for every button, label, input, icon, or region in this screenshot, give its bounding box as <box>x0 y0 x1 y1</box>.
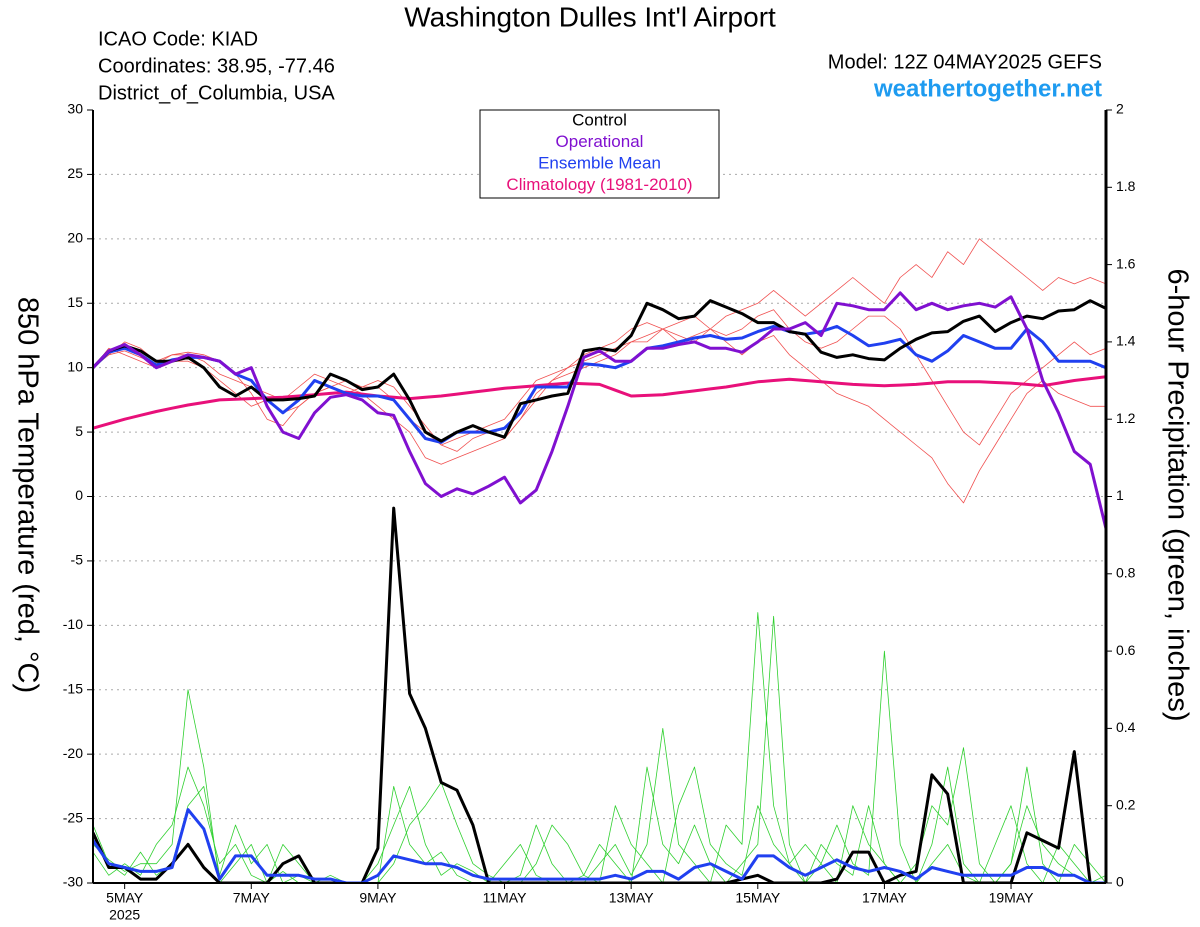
y2-tick-label: 1.8 <box>1116 178 1136 194</box>
legend-entry: Control <box>572 110 627 129</box>
series-line <box>93 291 1106 530</box>
legend-entry: Ensemble Mean <box>538 153 661 172</box>
y-tick-label: 30 <box>67 101 83 117</box>
y2-tick-label: 1.4 <box>1116 333 1136 349</box>
y-tick-label: 0 <box>75 487 83 503</box>
series-line <box>93 375 1106 430</box>
chart-title: Washington Dulles Int'l Airport <box>404 1 776 32</box>
y-tick-label: 15 <box>67 294 83 310</box>
y-tick-label: 10 <box>67 358 83 374</box>
x-year-label: 2025 <box>109 907 140 923</box>
y2-tick-label: 1.2 <box>1116 410 1136 426</box>
legend-entry: Climatology (1981-2010) <box>506 175 692 194</box>
legend-entry: Operational <box>556 132 644 151</box>
x-tick-label: 17MAY <box>862 890 908 906</box>
x-tick-label: 5MAY <box>106 890 144 906</box>
legend-box <box>479 109 720 199</box>
member-line <box>93 309 1106 446</box>
y-tick-label: -25 <box>63 809 83 825</box>
y2-tick-label: 0.2 <box>1116 796 1136 812</box>
y2-tick-label: 0 <box>1116 874 1124 890</box>
y2-tick-label: 1 <box>1116 487 1124 503</box>
y-tick-label: -15 <box>63 680 83 696</box>
precip-line <box>93 808 1106 883</box>
x-tick-label: 15MAY <box>735 890 781 906</box>
x-tick-label: 11MAY <box>483 890 527 906</box>
x-tick-label: 9MAY <box>359 890 397 906</box>
x-tick-label: 13MAY <box>609 890 655 906</box>
series-group <box>93 238 1106 883</box>
y2-tick-label: 1.6 <box>1116 255 1136 271</box>
y-tick-label: -5 <box>71 552 84 568</box>
member-line <box>93 612 1106 883</box>
source-label: weathertogether.net <box>873 75 1102 102</box>
info-line: Coordinates: 38.95, -77.46 <box>98 55 335 77</box>
y2-tick-label: 0.8 <box>1116 565 1136 581</box>
member-line <box>93 328 1106 504</box>
y-tick-label: -10 <box>63 616 83 632</box>
y-axis-label: 850 hPa Temperature (red, °C) <box>11 297 43 693</box>
y2-tick-label: 0.4 <box>1116 719 1136 735</box>
info-line: District_of_Columbia, USA <box>98 82 335 104</box>
member-line <box>93 615 1106 883</box>
y-tick-label: -30 <box>63 874 83 890</box>
member-line <box>93 747 1106 883</box>
y-tick-label: 20 <box>67 230 83 246</box>
model-label: Model: 12Z 04MAY2025 GEFS <box>828 51 1102 73</box>
y2-tick-label: 0.6 <box>1116 642 1136 658</box>
x-tick-label: 7MAY <box>233 890 271 906</box>
y-tick-label: -20 <box>63 745 83 761</box>
x-tick-label: 19MAY <box>989 890 1035 906</box>
precip-line <box>93 506 1106 883</box>
y-tick-label: 5 <box>75 423 83 439</box>
info-line: ICAO Code: KIAD <box>98 28 258 50</box>
y2-tick-label: 2 <box>1116 101 1124 117</box>
y2-axis-label: 6-hour Precipitation (green, inches) <box>1161 269 1193 722</box>
y-tick-label: 25 <box>67 165 83 181</box>
